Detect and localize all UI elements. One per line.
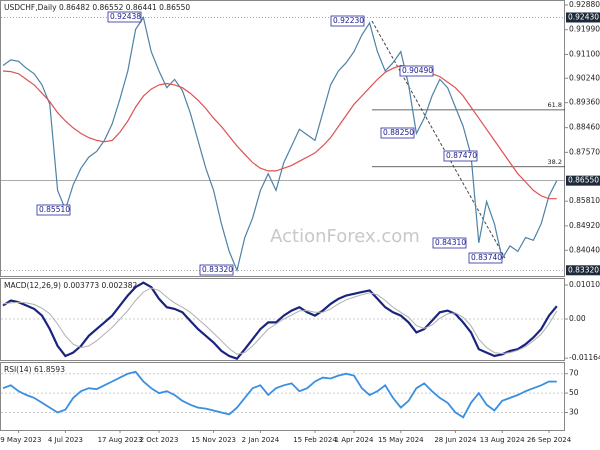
annotation: 0.84310 [435, 238, 466, 247]
y-tick-label: 0.85810 [569, 196, 600, 205]
price-tag [566, 12, 600, 23]
annotation: 0.83740 [471, 253, 502, 262]
macd-panel [0, 278, 565, 361]
price-header: USDCHF,Daily 0.86482 0.86552 0.86441 0.8… [4, 3, 190, 12]
price-panel [0, 0, 565, 277]
price-tag-label: 0.83320 [568, 265, 599, 274]
y-tick-label: 0.84920 [569, 221, 600, 230]
x-tick-label: 4 Jul 2023 [48, 436, 83, 444]
series-line [2, 370, 557, 419]
y-tick-label: 50 [569, 388, 579, 397]
x-tick-label: 17 Aug 2023 [98, 436, 143, 444]
price-tag-label: 0.92430 [568, 12, 599, 21]
x-tick-label: 13 Aug 2024 [480, 436, 525, 444]
annotation: 0.88250 [383, 128, 414, 137]
y-tick-label: 0.92880 [569, 0, 600, 9]
annotation: 0.90490 [402, 66, 433, 75]
x-tick-label: 28 Jun 2024 [434, 436, 477, 444]
annotation: 0.92230 [333, 16, 364, 25]
x-tick-label: 2 Oct 2023 [140, 436, 179, 444]
annotation-box [330, 15, 365, 27]
series-line [2, 281, 558, 360]
rsi-panel [0, 362, 565, 431]
x-tick-label: 15 May 2024 [378, 436, 424, 444]
annotation: 0.92438 [110, 12, 141, 21]
annotation-box [432, 237, 467, 249]
annotation-box [107, 11, 142, 23]
y-tick-label: 30 [569, 407, 579, 416]
y-tick-label: 0.00 [569, 314, 586, 323]
y-tick-label: 70 [569, 369, 579, 378]
fib-label: 38.2 [548, 158, 562, 166]
trend-line [371, 20, 506, 259]
annotation: 0.85510 [39, 205, 70, 214]
annotation-box [399, 65, 434, 77]
y-tick-label: 0.010101 [569, 280, 600, 289]
x-tick-label: 15 Feb 2024 [293, 436, 337, 444]
y-tick-label: 0.88460 [569, 123, 600, 132]
series-line [2, 64, 557, 200]
price-tag-label: 0.86550 [568, 176, 599, 185]
x-tick-label: 19 May 2023 [0, 436, 41, 444]
annotation: 0.83320 [202, 265, 233, 274]
y-tick-label: 0.87570 [569, 147, 600, 156]
series-line [2, 15, 558, 273]
x-tick-label: 1 Apr 2024 [335, 436, 374, 444]
annotation-box [443, 150, 478, 162]
annotation-box [36, 204, 71, 216]
annotation-box [199, 264, 234, 276]
price-tag [566, 265, 600, 276]
y-tick-label: 0.89360 [569, 98, 600, 107]
y-tick-label: 0.91990 [569, 25, 600, 34]
series-line [2, 287, 558, 355]
y-tick-label: 0.84040 [569, 245, 600, 254]
watermark: ActionForex.com [270, 226, 420, 247]
fib-label: 61.8 [548, 101, 562, 109]
x-tick-label: 15 Nov 2023 [191, 436, 236, 444]
annotation: 0.87470 [446, 151, 477, 160]
annotation-box [380, 127, 415, 139]
y-tick-label: 0.90240 [569, 73, 600, 82]
price-tag [566, 175, 600, 186]
x-tick-label: 2 Jan 2024 [242, 436, 280, 444]
y-tick-label: 0.91100 [569, 49, 600, 58]
y-tick-label: -0.011645 [569, 353, 600, 362]
annotation-box [468, 252, 503, 264]
macd-header: MACD(12,26,9) 0.003773 0.002382 [4, 281, 138, 290]
rsi-header: RSI(14) 61.8593 [4, 365, 65, 374]
x-tick-label: 26 Sep 2024 [527, 436, 572, 444]
